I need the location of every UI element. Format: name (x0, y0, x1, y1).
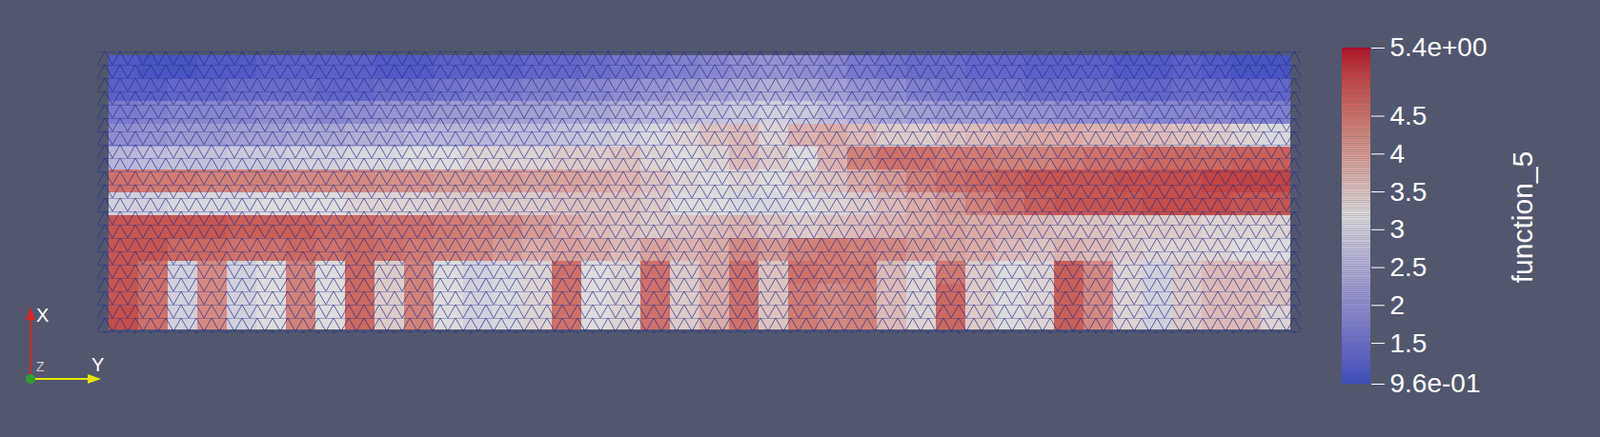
svg-text:3: 3 (1390, 214, 1406, 244)
svg-text:2: 2 (1390, 290, 1406, 321)
svg-text:5.4e+00: 5.4e+00 (1390, 32, 1488, 62)
svg-text:4.5: 4.5 (1390, 101, 1428, 131)
svg-text:3.5: 3.5 (1390, 177, 1428, 207)
svg-text:9.6e-01: 9.6e-01 (1390, 368, 1481, 399)
html-text:function_5: function_5 (1506, 151, 1539, 284)
svg-text:Z: Z (36, 359, 45, 375)
svg-text:2.5: 2.5 (1390, 252, 1428, 283)
svg-text:X: X (36, 304, 49, 326)
svg-text:Y: Y (91, 354, 104, 376)
svg-text:1.5: 1.5 (1390, 328, 1428, 359)
svg-text:4: 4 (1390, 139, 1406, 169)
